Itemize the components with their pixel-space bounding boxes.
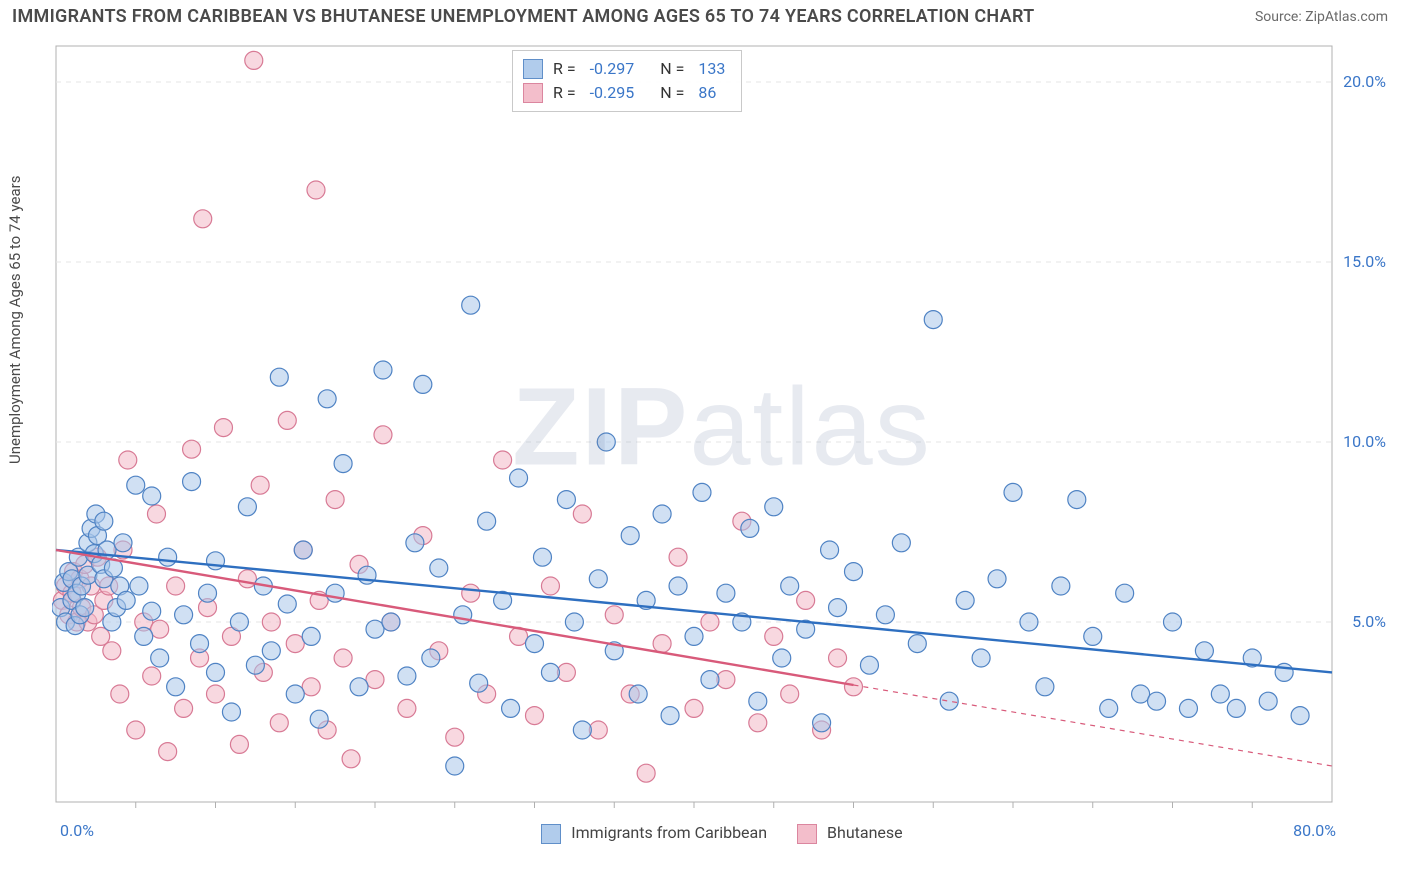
- legend-row-2: R = -0.295 N = 86: [523, 81, 725, 105]
- svg-text:5.0%: 5.0%: [1352, 612, 1386, 631]
- y-axis-label: Unemployment Among Ages 65 to 74 years: [6, 176, 24, 464]
- r-label: R =: [553, 57, 576, 81]
- legend-row-1: R = -0.297 N = 133: [523, 57, 725, 81]
- r-label-2: R =: [553, 81, 576, 105]
- chart-title: IMMIGRANTS FROM CARIBBEAN VS BHUTANESE U…: [12, 6, 1034, 27]
- scatter-plot: 5.0%10.0%15.0%20.0%0.0%80.0% ZIPatlas R …: [52, 42, 1392, 844]
- source-label: Source: ZipAtlas.com: [1255, 9, 1388, 25]
- legend-swatch-caribbean: [523, 59, 543, 79]
- legend-swatch-bhutanese: [523, 83, 543, 103]
- legend-swatch-bhutanese-2: [797, 824, 817, 844]
- legend-label-bhutanese: Bhutanese: [827, 823, 903, 842]
- legend-item-bhutanese: Bhutanese: [797, 823, 903, 844]
- x-axis-legend: Immigrants from Caribbean Bhutanese: [52, 823, 1392, 844]
- r-value-2: -0.295: [590, 81, 635, 105]
- legend-label-caribbean: Immigrants from Caribbean: [571, 823, 767, 842]
- n-value-2: 86: [698, 81, 716, 105]
- legend-swatch-caribbean-2: [541, 824, 561, 844]
- n-label-2: N =: [660, 81, 684, 105]
- plot-svg: 5.0%10.0%15.0%20.0%0.0%80.0%: [52, 42, 1392, 844]
- svg-text:10.0%: 10.0%: [1343, 432, 1386, 451]
- svg-text:20.0%: 20.0%: [1343, 72, 1386, 91]
- r-value-1: -0.297: [590, 57, 635, 81]
- n-label: N =: [660, 57, 684, 81]
- svg-text:15.0%: 15.0%: [1343, 252, 1386, 271]
- correlation-legend: R = -0.297 N = 133 R = -0.295 N = 86: [512, 50, 742, 112]
- legend-item-caribbean: Immigrants from Caribbean: [541, 823, 767, 844]
- n-value-1: 133: [698, 57, 725, 81]
